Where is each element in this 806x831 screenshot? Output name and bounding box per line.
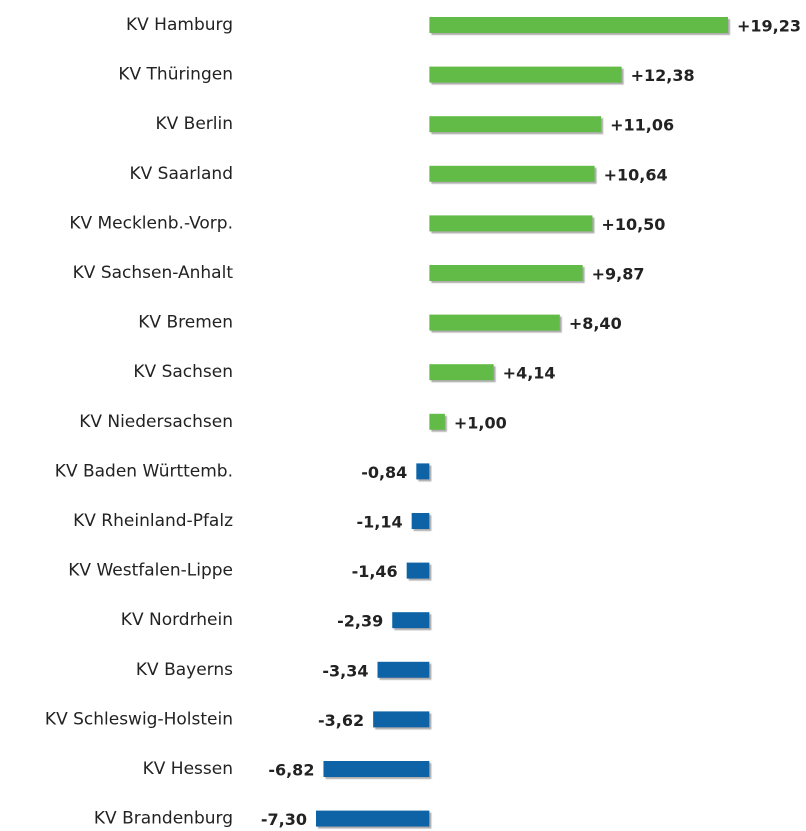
category-label: KV Schleswig-Holstein <box>45 709 233 729</box>
bar <box>429 17 728 33</box>
value-label: -3,34 <box>322 661 368 680</box>
bar <box>416 463 430 480</box>
category-label: KV Bayerns <box>136 660 233 680</box>
value-label: -0,84 <box>361 463 407 482</box>
category-label: KV Sachsen-Anhalt <box>73 263 234 283</box>
value-label: +1,00 <box>454 413 507 432</box>
category-label: KV Saarland <box>129 164 233 184</box>
category-label: KV Thüringen <box>118 65 233 85</box>
category-label: KV Brandenburg <box>94 809 233 829</box>
value-label: -2,39 <box>337 612 383 631</box>
value-label: -3,62 <box>318 711 364 730</box>
bar <box>392 612 430 629</box>
value-label: +10,50 <box>601 215 665 234</box>
bar <box>429 66 622 83</box>
bar <box>323 761 430 777</box>
bar <box>373 711 430 728</box>
category-label: KV Westfalen-Lippe <box>68 561 233 581</box>
bar <box>406 562 430 579</box>
value-label: -1,46 <box>352 562 398 581</box>
bar <box>429 314 560 331</box>
bar <box>429 116 602 133</box>
bar <box>429 265 583 281</box>
value-label: -6,82 <box>268 761 314 780</box>
bar <box>429 364 494 381</box>
category-label: KV Niedersachsen <box>79 412 233 432</box>
category-label: KV Baden Württemb. <box>55 461 233 481</box>
value-label: -7,30 <box>261 810 307 829</box>
bar <box>377 661 430 678</box>
bar <box>316 810 430 827</box>
category-label: KV Nordrhein <box>121 610 233 630</box>
category-label: KV Bremen <box>138 313 233 333</box>
category-label: KV Hessen <box>143 759 233 779</box>
category-label: KV Hamburg <box>126 15 233 35</box>
bar <box>411 513 430 529</box>
value-label: +10,64 <box>604 165 668 184</box>
value-label: +19,23 <box>737 17 801 36</box>
value-label: -1,14 <box>357 513 403 532</box>
value-label: +12,38 <box>631 66 695 85</box>
category-label: KV Berlin <box>155 114 233 134</box>
bar <box>429 215 593 232</box>
value-label: +11,06 <box>610 116 674 135</box>
value-label: +9,87 <box>592 265 645 284</box>
category-label: KV Sachsen <box>133 362 233 382</box>
category-label: KV Mecklenb.-Vorp. <box>69 213 233 233</box>
bar <box>429 165 595 182</box>
category-label: KV Rheinland-Pfalz <box>73 511 233 531</box>
value-label: +8,40 <box>569 314 622 333</box>
value-label: +4,14 <box>503 364 556 383</box>
bar <box>429 413 445 430</box>
